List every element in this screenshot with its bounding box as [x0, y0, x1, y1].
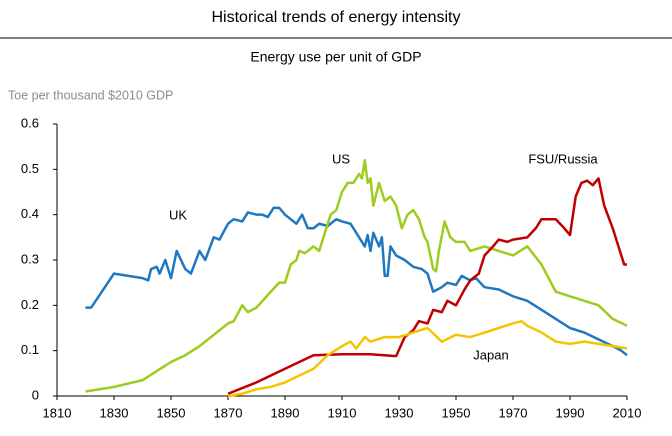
series-label: US [332, 151, 350, 166]
x-tick-label: 1890 [271, 405, 300, 420]
x-tick-label: 1990 [556, 405, 585, 420]
y-tick-label: 0.1 [21, 342, 39, 357]
y-tick-label: 0.6 [21, 115, 39, 130]
y-tick-label: 0.2 [21, 297, 39, 312]
series-line [227, 177, 627, 395]
chart-subtitle: Energy use per unit of GDP [250, 49, 421, 65]
x-tick-label: 1810 [43, 405, 72, 420]
x-tick-label: 1830 [100, 405, 129, 420]
y-tick-label: 0 [32, 387, 39, 402]
chart-title: Historical trends of energy intensity [212, 9, 461, 26]
x-tick-label: 1970 [499, 405, 528, 420]
series-line [85, 159, 628, 393]
y-tick-label: 0.5 [21, 161, 39, 176]
x-tick-label: 2010 [613, 405, 642, 420]
y-tick-label: 0.3 [21, 251, 39, 266]
x-tick-label: 1850 [157, 405, 186, 420]
y-tick-label: 0.4 [21, 206, 39, 221]
x-tick-label: 1910 [328, 405, 357, 420]
series-line [85, 206, 628, 357]
x-tick-label: 1870 [214, 405, 243, 420]
series-label: FSU/Russia [528, 151, 598, 166]
series-line [227, 319, 628, 398]
y-axis-label: Toe per thousand $2010 GDP [8, 88, 173, 102]
series-label: Japan [473, 347, 508, 362]
x-tick-label: 1930 [385, 405, 414, 420]
series-label: UK [169, 207, 187, 222]
x-tick-label: 1950 [442, 405, 471, 420]
